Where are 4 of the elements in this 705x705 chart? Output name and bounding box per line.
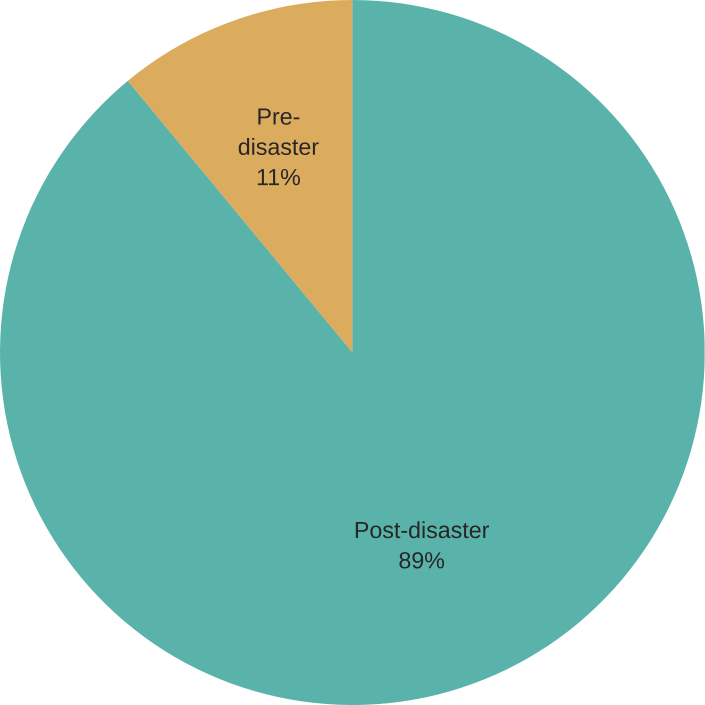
data-label: 89% [400,552,444,569]
slice-label: Pre-disaster [238,108,319,156]
data-label: 11% [258,168,300,186]
slice-label: Post-disaster [356,521,490,538]
